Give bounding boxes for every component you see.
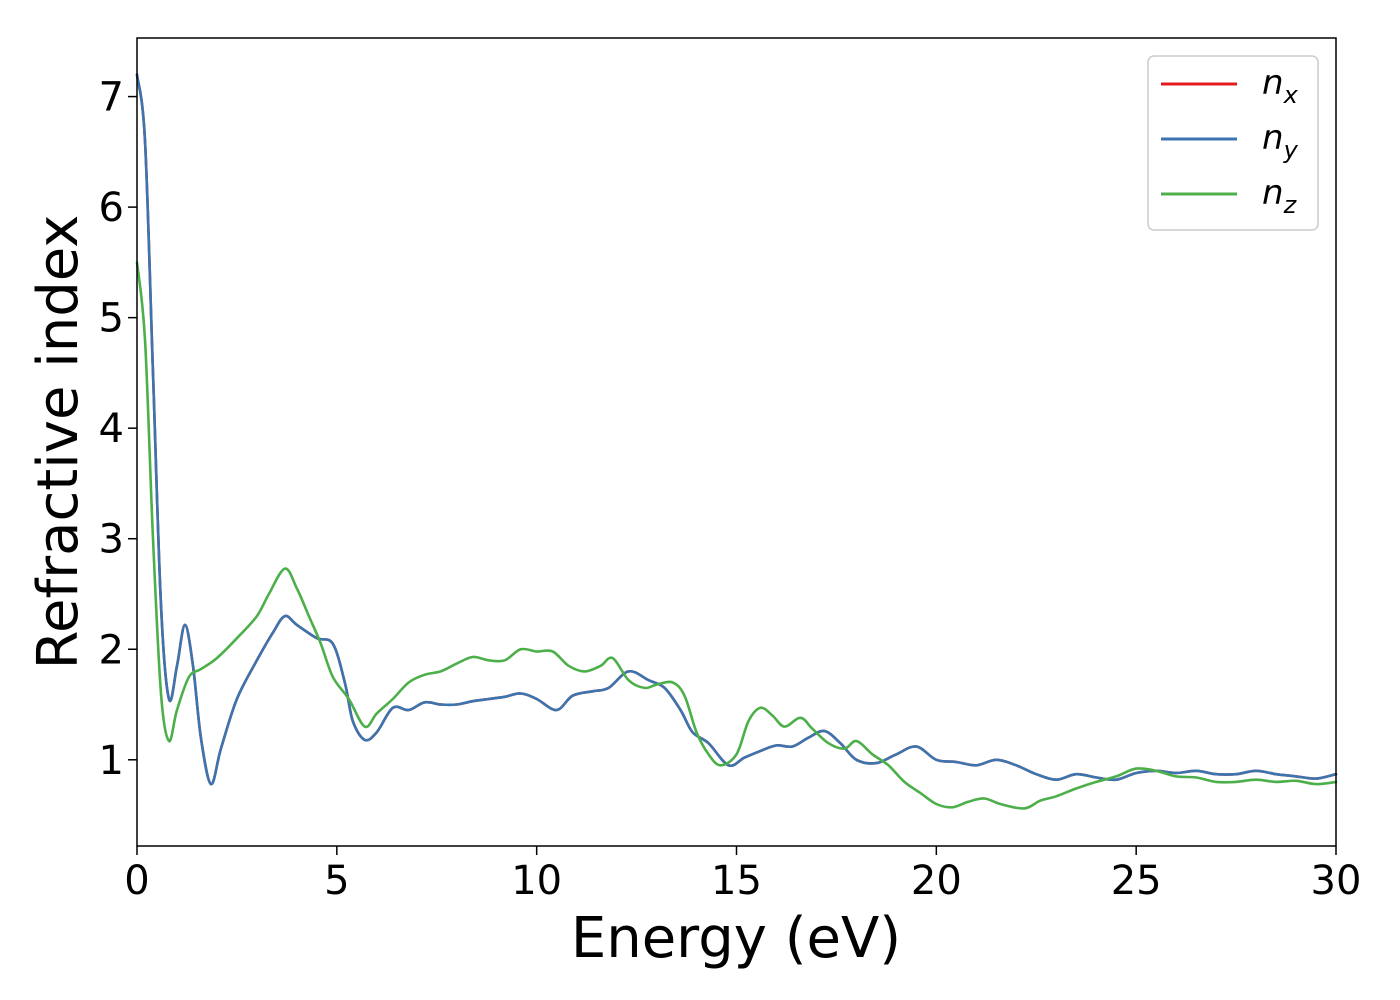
- legend-label-subscript: y: [1283, 136, 1299, 164]
- series-layer: [135, 73, 1338, 810]
- y-tick-label: 5: [99, 296, 124, 342]
- series-line-ny: [135, 73, 1338, 786]
- y-tick-label: 1: [99, 738, 124, 784]
- x-tick-label: 5: [324, 858, 349, 904]
- y-tick-label: 3: [99, 517, 124, 563]
- x-tick-label: 25: [1111, 858, 1162, 904]
- legend-label-ny: ny: [1262, 118, 1299, 164]
- legend-box: [1147, 55, 1319, 231]
- legend-label-nx: nx: [1262, 63, 1299, 109]
- x-tick-label: 15: [711, 858, 762, 904]
- y-axis-ticks: 1 2 3 4 5 6 7: [99, 75, 137, 784]
- y-tick-label: 6: [99, 185, 124, 231]
- legend-label-base: n: [1262, 63, 1284, 103]
- y-tick-label: 7: [99, 75, 124, 121]
- legend-label-base: n: [1262, 173, 1284, 213]
- x-tick-label: 20: [911, 858, 962, 904]
- x-axis-label: Energy (eV): [571, 906, 901, 971]
- x-tick-label: 10: [511, 858, 562, 904]
- x-tick-label: 0: [124, 858, 149, 904]
- y-axis-label: Refractive index: [26, 215, 91, 670]
- series-line-nz: [135, 261, 1338, 810]
- y-tick-label: 4: [99, 406, 124, 452]
- x-axis-ticks: 0 5 10 15 20 25 30: [124, 846, 1361, 904]
- legend-label-subscript: x: [1283, 81, 1299, 109]
- plot-area: [137, 38, 1336, 846]
- y-tick-label: 2: [99, 627, 124, 673]
- legend-label-subscript: z: [1283, 191, 1298, 219]
- legend-label-nz: nz: [1262, 173, 1298, 219]
- legend-label-base: n: [1262, 118, 1284, 158]
- x-tick-label: 30: [1311, 858, 1362, 904]
